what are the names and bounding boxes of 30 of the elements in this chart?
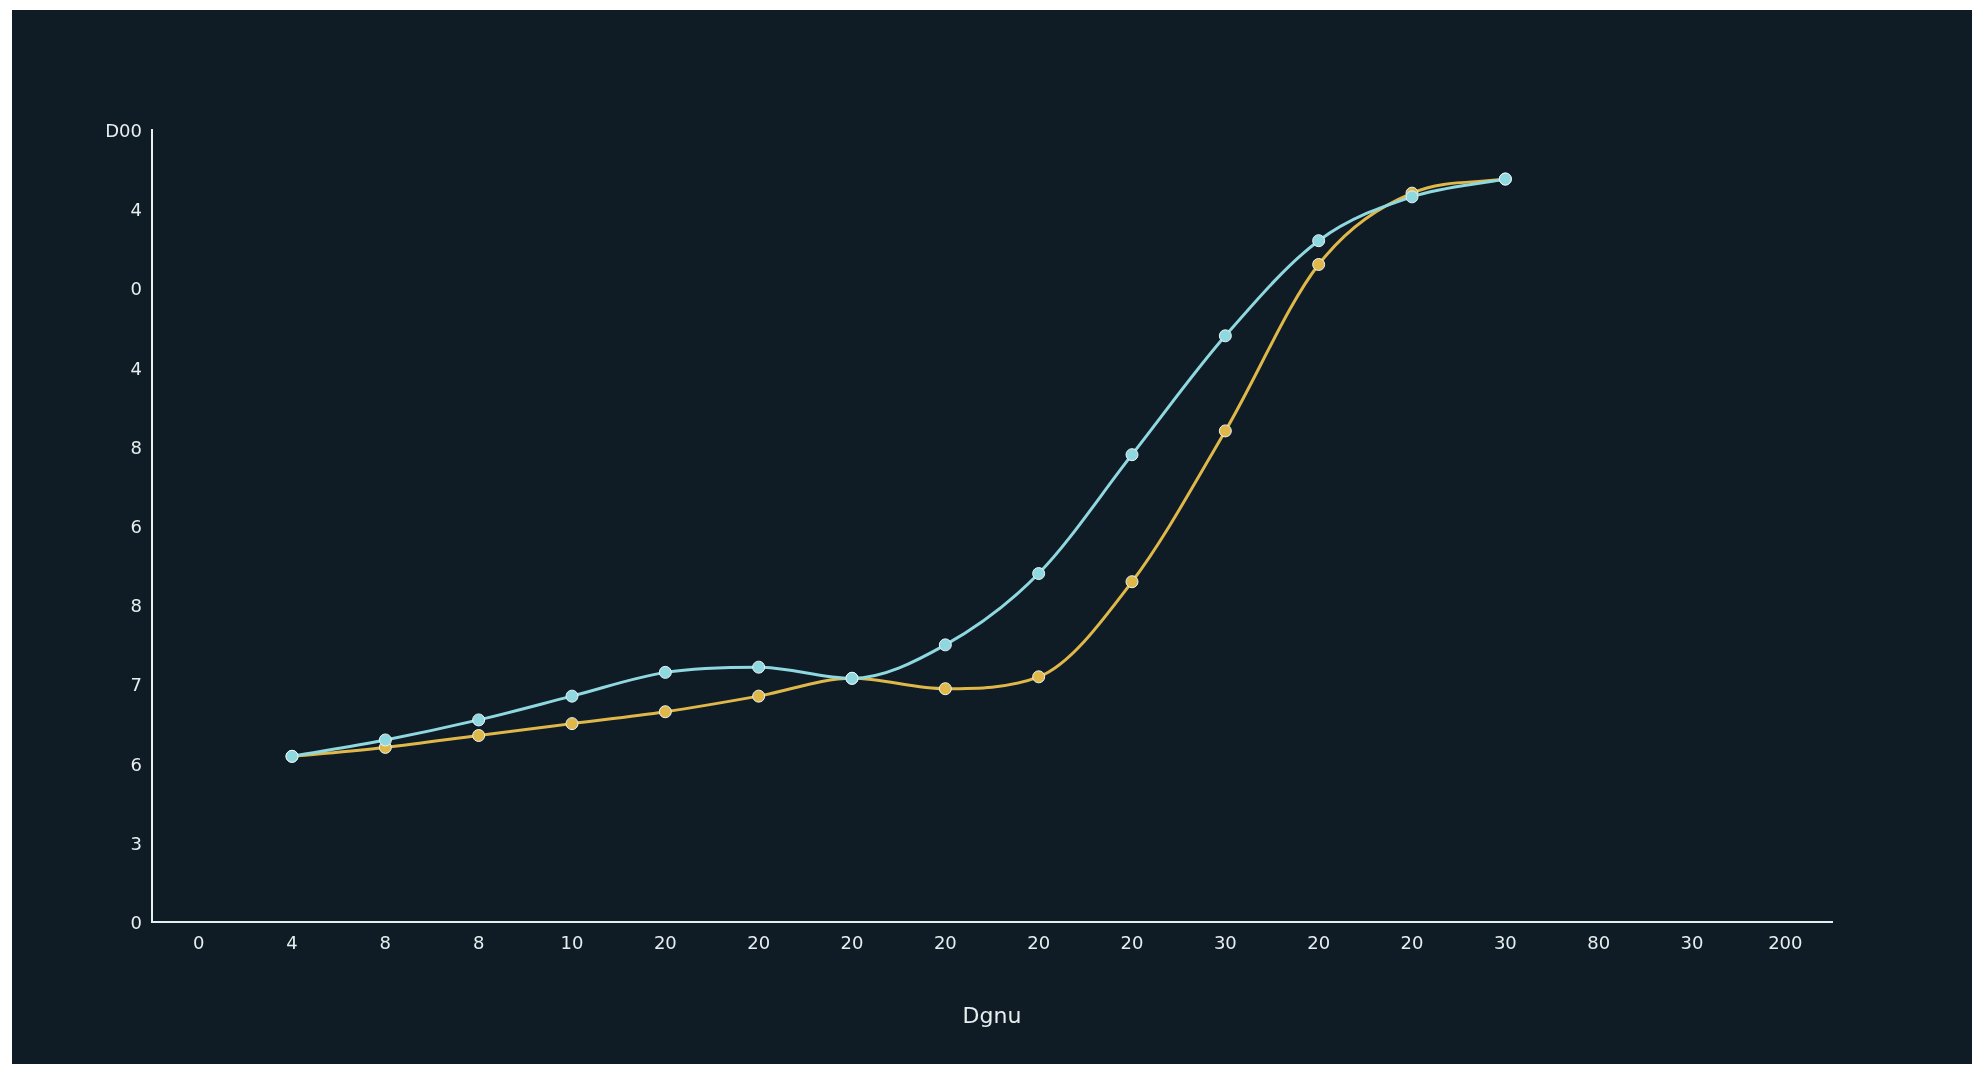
text: 4 [130,357,142,379]
x-tick-label: 8 [379,932,392,954]
x-tick-label: 20 [840,932,864,954]
x-tick-label: 80 [1587,932,1611,954]
x-tick-label: 20 [747,932,771,954]
x-tick-label: 20 [653,932,677,954]
text: 7 [130,673,142,695]
text: 0 [130,277,142,299]
x-tick-label: 20 [1120,932,1144,954]
text: 6 [130,515,142,537]
x-tick-label: 30 [1680,932,1704,954]
text: 8 [130,594,142,616]
x-tick-label: 10 [560,932,584,954]
x-tick-label: 20 [1400,932,1424,954]
text: 8 [130,436,142,458]
text: 4 [130,198,142,220]
x-tick-label: 20 [933,932,957,954]
x-tick-label: 0 [192,932,205,954]
x-tick-label: 20 [1307,932,1331,954]
x-tick-label: 30 [1213,932,1237,954]
text: 6 [130,753,142,775]
x-tick-label: 20 [1027,932,1051,954]
text: 0 [130,911,142,933]
x-tick-label: 8 [472,932,485,954]
text: 3 [130,832,142,854]
x-tick-label: 30 [1493,932,1517,954]
x-tick-label: 200 [1768,932,1803,954]
text: D00 [105,119,142,141]
x-tick-label: 4 [286,932,298,954]
x-axis-title: Dgnu [962,1002,1022,1028]
